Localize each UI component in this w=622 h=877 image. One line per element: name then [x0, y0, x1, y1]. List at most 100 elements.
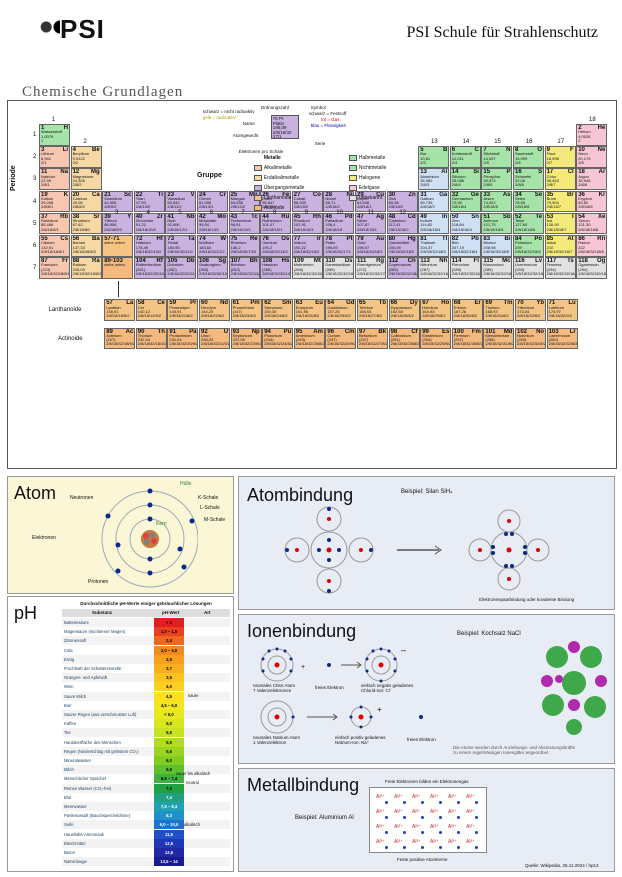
ph-row: Blut 7,4 — [62, 792, 230, 802]
element-symbol: Co — [312, 191, 321, 198]
element-rn: 86 Rn Radon 222 2/8/18/32/18/8 — [576, 235, 608, 257]
al-ion: Al³⁺ — [430, 809, 439, 815]
ex-name: Platin — [272, 120, 285, 126]
group-label: 9 — [304, 210, 308, 217]
ph-value: < 1 — [154, 618, 184, 627]
actinoide-label: Actinoide — [57, 335, 83, 342]
lanthanoid-arrow — [118, 281, 119, 298]
element-sc: 21 Sc Scandium 44,956 2/8/9/2 — [102, 190, 134, 213]
free-electron — [457, 846, 460, 849]
element-shells: 2/8/18/18/8 — [578, 226, 599, 232]
ph-value: 2,0 – 3,0 — [154, 645, 184, 655]
legend-key-text: rot = Gas — [320, 117, 340, 122]
element-symbol: Fe — [282, 191, 290, 198]
ph-value: 5,6 — [154, 746, 184, 756]
element-name: Magnesium — [72, 173, 94, 179]
metal-lattice-box: Al³⁺ Al³⁺ Al³⁺ Al³⁺ Al³⁺ Al³⁺ Al³⁺ Al³⁺ Al³⁺ Al³⁺… — [369, 787, 487, 853]
element-name: Ruthenium — [262, 218, 282, 224]
element-shells: 2/8/18/32/18/5 — [483, 248, 509, 254]
element-number: 7 — [483, 147, 487, 154]
ph-title: pH — [14, 603, 38, 623]
element-symbol: Fm — [471, 328, 481, 335]
element-mass: (251) — [390, 337, 400, 343]
ph-row: Magensäure (nüchterner Magen) 1,0 – 1,5 — [62, 627, 230, 637]
label-k-schale: K-Schale — [198, 495, 219, 501]
element-name: Nobelium — [517, 332, 534, 338]
element-symbol: Re — [250, 236, 258, 242]
element-symbol: Ra — [92, 258, 100, 265]
element-name: Americium — [295, 332, 315, 338]
element-symbol: C — [474, 147, 479, 154]
element-number: 76 — [262, 236, 269, 242]
ionenbindung-panel: Ionenbindung Beispiel: Kochsalz NaCl + –… — [238, 614, 615, 764]
element-th: 90 Th Thorium 232,04 2/8/18/32/18/10/2 — [135, 327, 167, 350]
ph-row: Tee 5,5 — [62, 728, 230, 738]
element-name: Cobalt — [293, 195, 306, 201]
element-number: 12 — [72, 169, 80, 176]
ph-row: Bier 4,5 – 5,0 — [62, 700, 230, 710]
psi-logo-text: PSI — [60, 14, 105, 44]
element-name: Californium — [390, 332, 411, 338]
legend-swatch — [348, 164, 357, 171]
element-rf: 104 Rf Rutherfordium (261) 2/8/18/32/32/10/2 — [133, 257, 165, 279]
element-symbol: Dy — [410, 300, 418, 307]
ph-row: Natronlauge 13,5 – 14 — [62, 857, 230, 867]
element-se: 34 Se Selen 78,96 2/8/18/6 — [513, 190, 545, 213]
element-shells: 2/8/18/30/8/2 — [453, 313, 478, 319]
element-ir: 77 Ir Iridium 192,22 2/8/18/32/15/2 — [291, 235, 323, 257]
element-symbol: Ta — [187, 236, 195, 242]
al-ion: Al³⁺ — [430, 839, 439, 845]
element-mass: 26,982 — [420, 177, 433, 183]
element-name: Helium — [578, 129, 591, 135]
period-label: 3 — [33, 176, 37, 183]
element-number: 67 — [422, 300, 429, 307]
element-mass: 47,90 — [135, 200, 146, 206]
element-symbol: Hg — [407, 236, 416, 242]
element-shells: 2/8/18/32/18/8 — [578, 248, 604, 254]
element-name: Silber — [357, 218, 368, 224]
element-symbol: S — [538, 169, 543, 176]
element-la: 57 La Lanthan 138,91 2/8/18/18/9/2 — [104, 299, 136, 322]
element-pt: 78 Pt Platin 195,09 2/8/18/32/17/1 — [323, 235, 355, 257]
element-cm: 96 Cm Curium (247) 2/8/18/32/25/9/2 — [325, 327, 357, 350]
ph-row: Milch 6,5 — [62, 765, 230, 775]
element-number: 60 — [201, 300, 208, 307]
element-lr: 103 Lr Lawrencium (260) 2/8/18/32/32/8/3 — [546, 327, 578, 350]
element-number: 32 — [451, 191, 459, 198]
element-shells: 2/8/18/10/2 — [135, 226, 156, 232]
free-electron — [457, 816, 460, 819]
element-mass: 35,453 — [546, 177, 559, 183]
ph-row: Cola 2,0 – 3,0 — [62, 645, 230, 655]
element-mass: (257) — [453, 337, 464, 343]
element-ba: 56 Ba Barium 137,33 2/8/18/18/8/2 — [70, 235, 102, 257]
element-hg: 80 Hg Quecksilber 200,59 2/8/18/32/18/2 — [386, 235, 418, 257]
element-number: 45 — [293, 213, 301, 220]
ph-value: 12,6 — [154, 848, 184, 857]
element-number: 33 — [483, 191, 491, 198]
element-name: Actinium — [106, 332, 122, 338]
group-label: 17 — [557, 139, 565, 146]
element-shells: 2/8/18/6 — [515, 204, 530, 210]
element-shells: 2/8/18/32/18/4 — [451, 248, 478, 254]
element-name: Gold — [357, 240, 366, 246]
al-ion: Al³⁺ — [412, 794, 421, 800]
element-te: 52 Te Tellur 127,60 2/8/18/18/6 — [513, 212, 545, 235]
element-dy: 66 Dy Dysprosium 162,50 2/8/18/28/8/2 — [388, 299, 420, 322]
element-mass: (261) — [135, 266, 146, 272]
element-symbol: Th — [157, 328, 165, 335]
element-name: Kohlenstoff — [451, 151, 472, 157]
category-legend: Metalle Alkalimetalle Erdalkalimetalle Über… — [253, 153, 434, 223]
element-symbol: Rf — [156, 258, 163, 265]
al-ion: Al³⁺ — [448, 794, 457, 800]
element-number: 21 — [104, 191, 111, 198]
element-ti: 22 Ti Titan 47,90 2/8/10/2 — [133, 190, 165, 213]
element-name: Titan — [135, 195, 145, 201]
element-mass: 79,904 — [546, 200, 559, 206]
element-name: Ytterbium — [517, 304, 535, 310]
freie-elektronen-label: Freie Elektronen bilden ein Elektronenga… — [385, 779, 469, 784]
element-symbol: Sg — [218, 258, 227, 265]
element-shells: 2/8/18/8 — [578, 204, 593, 210]
element-name: Strontium — [72, 218, 90, 224]
element-number: 39 — [104, 213, 111, 220]
element-shells: 2/8/18/32/24/8/2 — [264, 341, 294, 347]
